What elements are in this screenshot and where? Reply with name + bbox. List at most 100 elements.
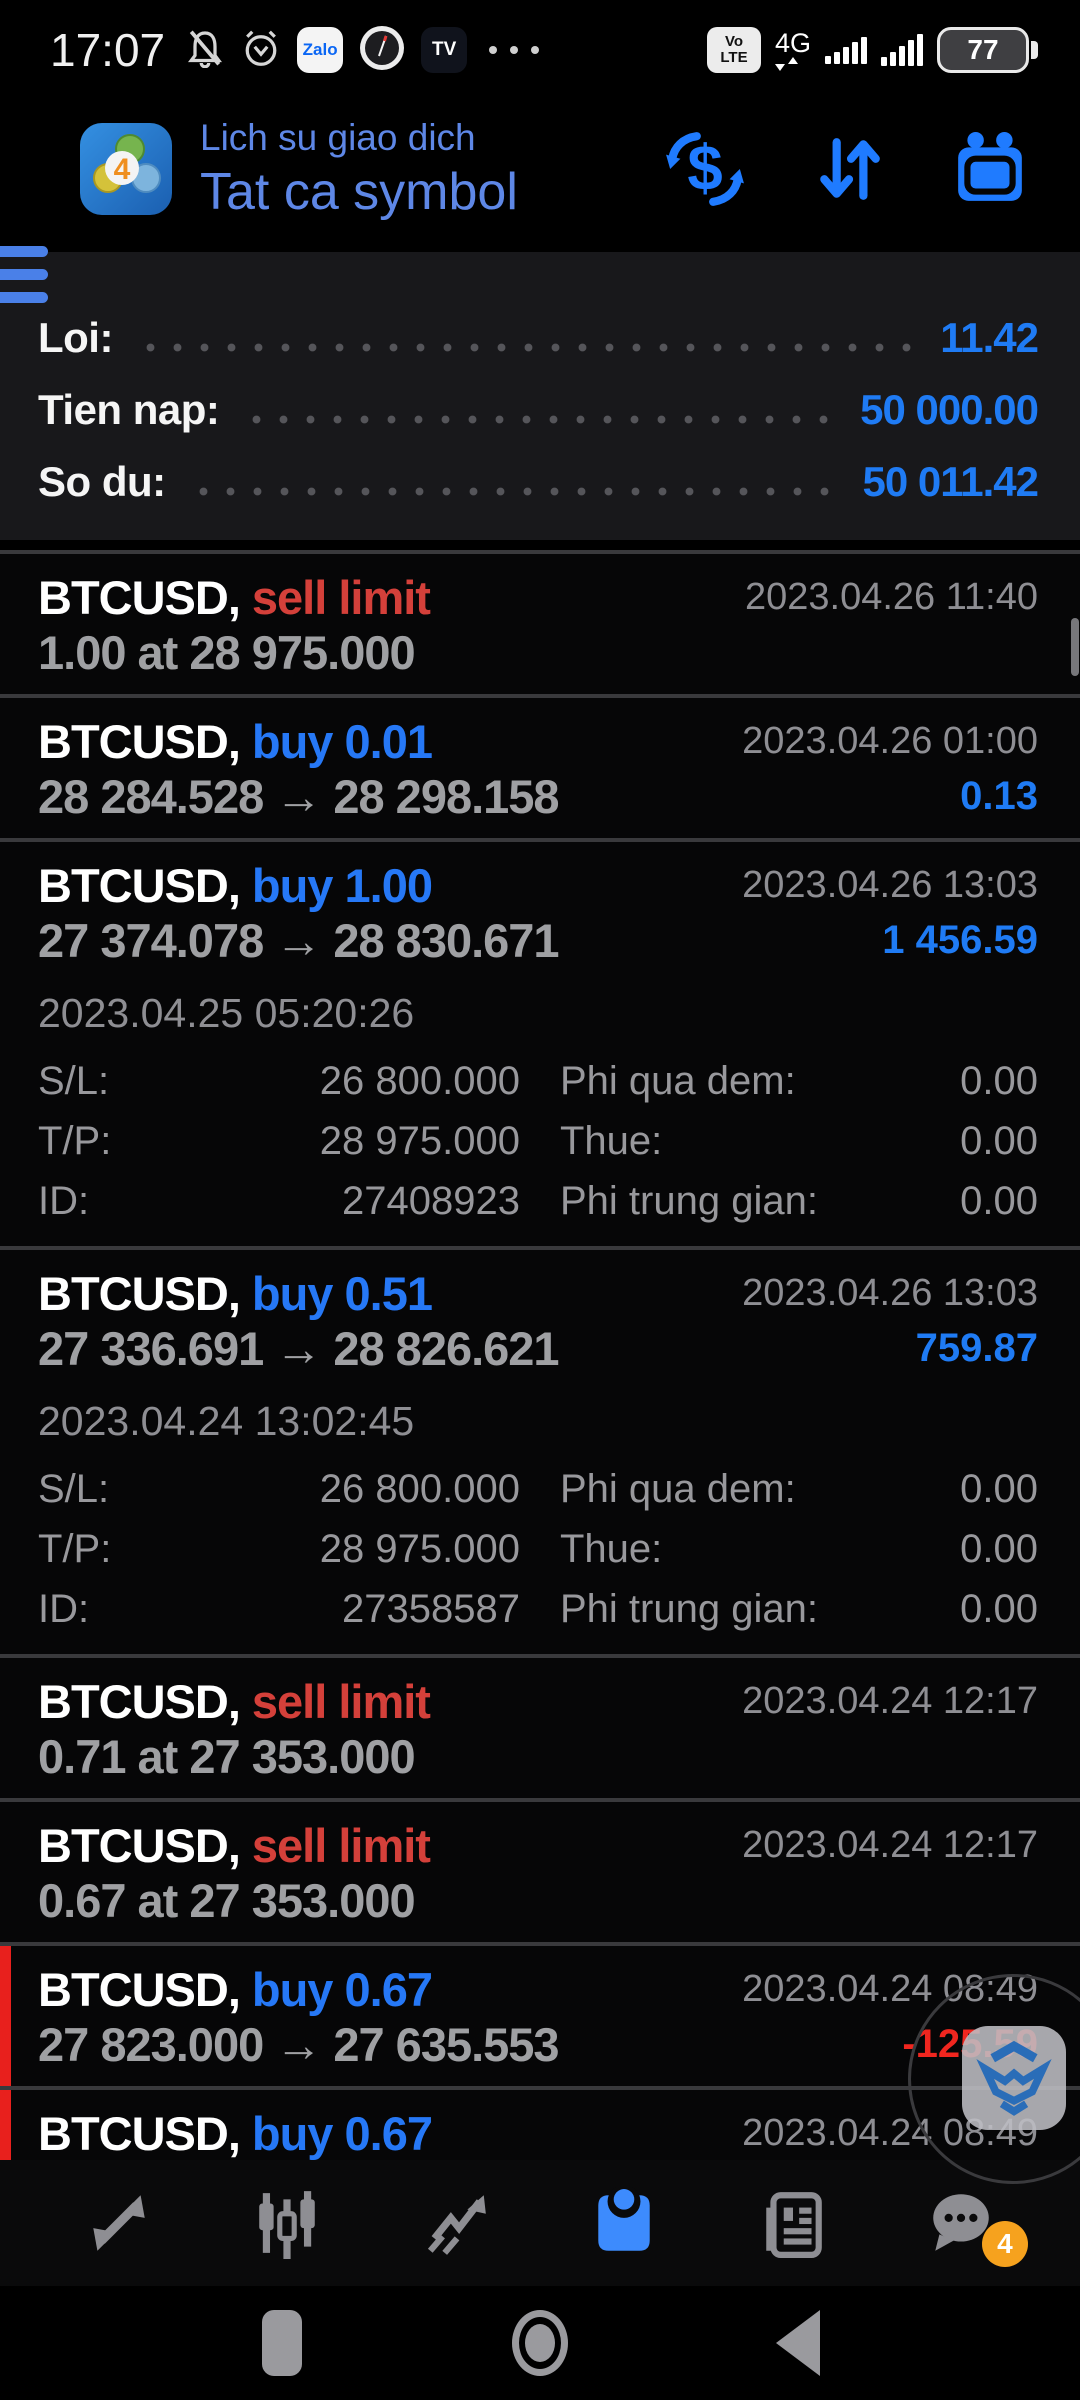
header-titles[interactable]: Lich su giao dich Tat ca symbol — [200, 117, 518, 221]
app-header: 4 Lich su giao dich Tat ca symbol $ — [0, 100, 1080, 303]
sort-button[interactable] — [812, 132, 886, 206]
trade-datetime: 2023.04.26 01:00 — [742, 719, 1038, 762]
detail-value: 0.00 — [960, 1178, 1038, 1223]
detail-rows: S/L: 26 800.000 Phi qua dem: 0.00 T/P: 2… — [38, 1051, 1038, 1231]
dotted-leader — [136, 343, 921, 352]
detail-value: 28 975.000 — [319, 1526, 520, 1571]
detail-label: S/L: — [38, 1466, 110, 1511]
detail-label: Thue: — [560, 1526, 663, 1571]
trade-details: 2023.04.24 13:02:45 S/L: 26 800.000 Phi … — [38, 1375, 1038, 1639]
trade-action: sell limit — [251, 570, 431, 624]
trade-detail-row: T/P: 28 975.000 Thue: 0.00 — [38, 1519, 1038, 1579]
summary-value: 50 011.42 — [862, 458, 1039, 505]
compass-app-icon — [359, 25, 405, 76]
home-button[interactable] — [505, 2308, 575, 2378]
summary-label: So du: — [38, 458, 166, 505]
trade-datetime: 2023.04.26 13:03 — [742, 863, 1038, 906]
trade-detail-row: S/L: 26 800.000 Phi qua dem: 0.00 — [38, 1459, 1038, 1519]
zalo-app-icon: Zalo — [297, 27, 344, 73]
trade-row[interactable]: BTCUSD, buy 0.51 27 336.691 → 28 826.621… — [0, 1246, 1080, 1654]
candlestick-icon — [259, 2191, 316, 2259]
trade-action: sell limit — [251, 1674, 431, 1728]
tab-messages[interactable]: 4 — [906, 2187, 1028, 2267]
trade-row[interactable]: BTCUSD, buy 1.00 27 374.078 → 28 830.671… — [0, 838, 1080, 1246]
symbol-filter-label: Tat ca symbol — [200, 162, 518, 221]
data-activity-icon — [774, 56, 798, 71]
trade-detail-row: ID: 27408923 Phi trung gian: 0.00 — [38, 1171, 1038, 1231]
trade-row[interactable]: BTCUSD, buy 0.01 28 284.528 → 28 298.158… — [0, 694, 1080, 838]
trend-line-icon — [427, 2195, 486, 2255]
messages-badge: 4 — [981, 2221, 1028, 2267]
trade-row[interactable]: BTCUSD, sell limit 0.71 at 27 353.000 20… — [0, 1654, 1080, 1798]
account-summary-panel: Loi: 11.42 Tien nap: 50 000.00 So du: 50… — [0, 252, 1080, 540]
tab-charts[interactable] — [232, 2187, 342, 2259]
news-icon — [765, 2192, 822, 2258]
summary-row-balance: So du: 50 011.42 — [38, 434, 1039, 506]
more-notifications-icon — [489, 46, 540, 54]
trade-action: buy 0.51 — [251, 1266, 433, 1320]
detail-label: T/P: — [38, 1118, 112, 1163]
trade-detail-row: S/L: 26 800.000 Phi qua dem: 0.00 — [38, 1051, 1038, 1111]
trade-prices: 0.71 at 27 353.000 — [38, 1729, 416, 1783]
menu-icon[interactable] — [0, 246, 48, 315]
volte-badge: Vo LTE — [706, 27, 761, 73]
tradingview-app-icon: TV — [421, 27, 468, 73]
back-button[interactable] — [763, 2308, 833, 2378]
tab-trade[interactable] — [401, 2187, 511, 2259]
trade-prices: 28 284.528 → 28 298.158 — [38, 769, 560, 823]
detail-value: 27408923 — [342, 1178, 520, 1223]
scrollbar-thumb[interactable] — [1071, 618, 1079, 676]
alarm-icon — [241, 28, 281, 73]
tab-history-active[interactable] — [569, 2187, 679, 2259]
back-triangle-icon — [776, 2310, 820, 2376]
trade-profit: 759.87 — [915, 1325, 1038, 1370]
detail-label: T/P: — [38, 1526, 112, 1571]
status-system-icons: Vo LTE 4G 77 — [706, 27, 1038, 73]
trade-profit: 0.13 — [960, 773, 1038, 818]
tab-news[interactable] — [738, 2187, 848, 2259]
signal-bars-sim2-icon — [881, 34, 923, 66]
trade-prices: 1.00 at 28 975.000 — [38, 625, 416, 679]
trade-symbol: BTCUSD, — [38, 1266, 241, 1320]
summary-row-profit: Loi: 11.42 — [38, 290, 1039, 362]
trade-prices: 27 336.691 → 28 826.621 — [38, 1321, 560, 1375]
chat-bubble-icon — [933, 2194, 989, 2251]
trade-datetime: 2023.04.24 12:17 — [742, 1823, 1038, 1866]
game-turbo-floating-button[interactable] — [962, 2026, 1066, 2130]
quotes-arrows-icon — [93, 2195, 145, 2251]
trade-symbol: BTCUSD, — [38, 1962, 241, 2016]
calendar-button[interactable] — [952, 131, 1028, 207]
detail-value: 0.00 — [960, 1586, 1038, 1631]
detail-label: S/L: — [38, 1058, 110, 1103]
detail-value: 27358587 — [342, 1586, 520, 1631]
trade-action: buy 0.01 — [251, 714, 433, 768]
svg-text:$: $ — [687, 133, 722, 204]
trade-symbol: BTCUSD, — [38, 1674, 241, 1728]
recents-button[interactable] — [247, 2308, 317, 2378]
trade-action: buy 1.00 — [251, 858, 433, 912]
history-tray-icon — [598, 2187, 650, 2251]
detail-label: ID: — [38, 1178, 90, 1223]
trade-symbol: BTCUSD, — [38, 2106, 241, 2160]
tab-quotes[interactable] — [64, 2187, 174, 2259]
detail-label: Phi qua dem: — [560, 1058, 796, 1103]
detail-value: 26 800.000 — [319, 1466, 520, 1511]
page-title: Lich su giao dich — [200, 117, 476, 159]
trade-action: buy 0.67 — [251, 1962, 433, 2016]
trade-datetime: 2023.04.24 12:17 — [742, 1679, 1038, 1722]
status-notification-icons: Zalo TV — [185, 25, 540, 76]
trade-open-time: 2023.04.24 13:02:45 — [38, 1398, 415, 1444]
trade-prices: 0.67 at 27 353.000 — [38, 1873, 416, 1927]
trade-list: BTCUSD, sell limit 1.00 at 28 975.000 20… — [0, 550, 1080, 2206]
trade-row[interactable]: BTCUSD, sell limit 0.67 at 27 353.000 20… — [0, 1798, 1080, 1942]
network-type-indicator: 4G — [774, 29, 811, 71]
summary-value: 50 000.00 — [860, 386, 1039, 433]
trade-row[interactable]: BTCUSD, sell limit 1.00 at 28 975.000 20… — [0, 550, 1080, 694]
currency-filter-button[interactable]: $ — [664, 128, 746, 210]
trade-symbol: BTCUSD, — [38, 858, 241, 912]
detail-label: Phi qua dem: — [560, 1466, 796, 1511]
bell-muted-icon — [185, 28, 225, 73]
detail-label: Thue: — [560, 1118, 663, 1163]
bottom-nav: 4 — [0, 2160, 1080, 2286]
